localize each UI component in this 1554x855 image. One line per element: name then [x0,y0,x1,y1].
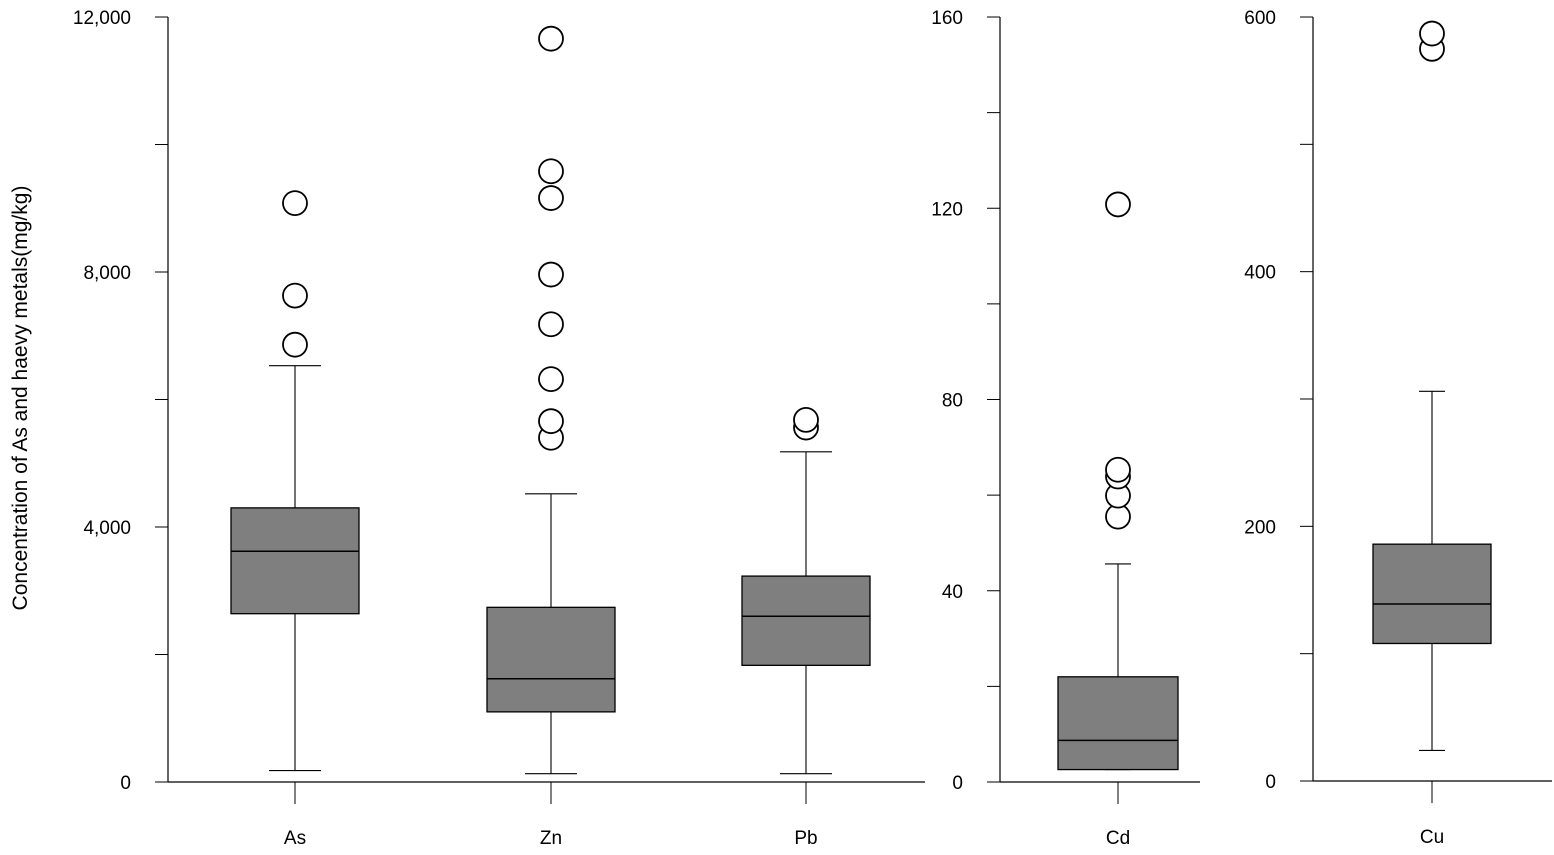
y-tick-label: 0 [120,773,131,794]
panel-2: 0 40 80 120 160 Cd [931,8,1200,849]
y-tick-label: 120 [931,199,963,220]
y-tick-label: 8,000 [83,263,131,284]
outlier-point [538,158,564,185]
outlier-point [538,366,564,393]
category-label: Cd [1106,828,1130,849]
y-tick-label: 0 [1265,772,1276,793]
outlier-point [1419,20,1445,47]
outlier-point [793,406,819,433]
category-label: As [284,828,306,849]
y-tick-label: 200 [1244,517,1276,538]
outlier-point [282,190,308,217]
y-tick-label: 80 [942,391,963,412]
outlier-point [538,311,564,338]
outlier-point [282,331,308,358]
iqr-box [741,575,871,666]
box-as: As [230,190,360,849]
outlier-point [1105,456,1131,483]
outlier-point [538,408,564,435]
category-label: Pb [794,828,817,849]
outlier-point [538,25,564,52]
outlier-point [282,282,308,309]
iqr-box [1372,543,1492,645]
box-cd: Cd [1057,191,1179,849]
y-tick-label: 4,000 [83,518,131,539]
category-label: Cu [1420,827,1444,848]
outlier-point [1105,191,1131,218]
y-tick-label: 0 [952,773,963,794]
y-tick-label: 40 [942,582,963,603]
y-tick-label: 12,000 [73,8,131,29]
box-zn: Zn [486,25,616,849]
iqr-box [486,606,616,713]
panel-3: 0 200 400 600 Cu [1244,8,1552,848]
box-pb: Pb [741,406,871,849]
y-tick-label: 400 [1244,263,1276,284]
iqr-box [1057,676,1179,771]
panels: 0 4,000 8,000 12,000 As Zn Pb 0 40 80 120 160 Cd 0 200… [73,8,1552,849]
y-axis-label: Concentration of As and haevy metals(mg/… [9,186,32,611]
outlier-point [538,185,564,211]
outlier-point [538,261,564,288]
box-cu: Cu [1372,20,1492,848]
iqr-box [230,507,360,615]
y-tick-label: 600 [1244,8,1276,29]
category-label: Zn [540,828,562,849]
y-tick-label: 160 [931,8,963,29]
panel-1: 0 4,000 8,000 12,000 As Zn Pb [73,8,925,849]
